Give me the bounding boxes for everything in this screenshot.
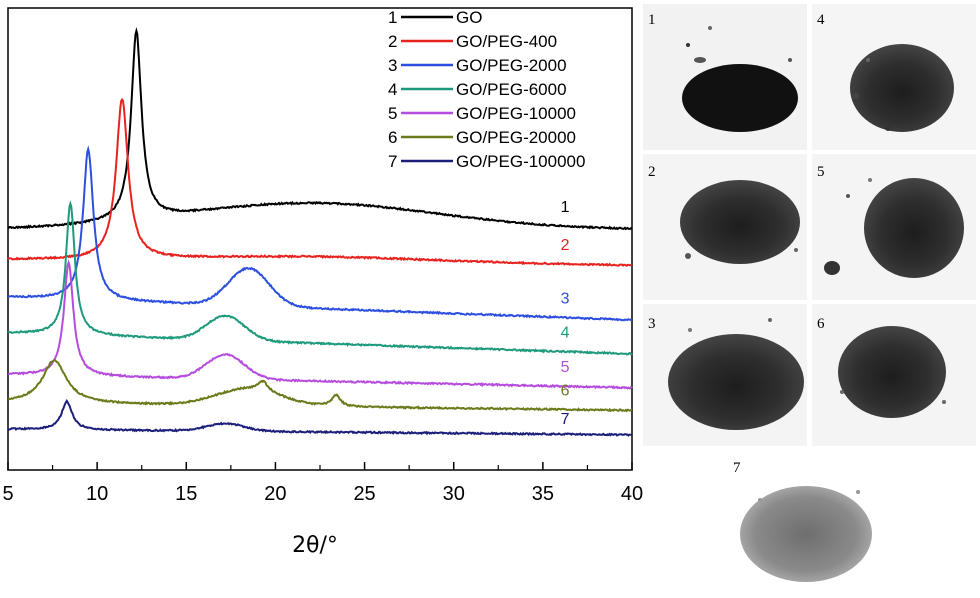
series-line-6 (7, 359, 633, 413)
x-tick-label: 10 (86, 483, 108, 505)
series-line-4 (7, 200, 633, 356)
legend: 1 GO 2 GO/PEG-400 3 GO/PEG-2000 4 GO/PEG-6000 5 G… (388, 8, 585, 171)
xrd-curves (7, 26, 633, 437)
photo-7: 7 (724, 452, 900, 594)
series-line-5 (7, 259, 633, 390)
x-tick-label: 15 (175, 483, 197, 505)
legend-number-5: 5 (388, 104, 397, 123)
legend-number-3: 3 (388, 56, 397, 75)
photo-6-number: 6 (817, 316, 825, 332)
photo-3: 3 (643, 304, 807, 446)
curve-label-7: 7 (561, 411, 570, 428)
photo-1-number: 1 (648, 12, 656, 28)
curve-label-3: 3 (561, 290, 570, 307)
photo-3-number: 3 (648, 316, 656, 332)
x-tick-label: 25 (353, 483, 375, 505)
photo-1: 1 (643, 4, 807, 150)
legend-label-5: GO/PEG-10000 (456, 104, 576, 123)
x-axis-ticks: 5 10 15 20 25 30 35 40 (2, 462, 643, 505)
series-line-2 (7, 97, 633, 268)
photo-2-number: 2 (648, 164, 656, 180)
curve-label-1: 1 (561, 199, 570, 216)
x-tick-label: 5 (2, 483, 13, 505)
photo-6: 6 (812, 304, 976, 446)
photo-5: 5 (812, 154, 976, 300)
x-tick-label: 20 (264, 483, 286, 505)
x-axis-title: 2θ/° (292, 533, 338, 558)
photo-4-number: 4 (817, 12, 825, 28)
legend-number-4: 4 (388, 80, 397, 99)
photo-panels: 1 4 2 5 (643, 4, 976, 594)
legend-number-6: 6 (388, 128, 397, 147)
legend-label-4: GO/PEG-6000 (456, 80, 567, 99)
legend-number-7: 7 (388, 152, 397, 171)
curve-label-2: 2 (561, 237, 570, 254)
curve-label-6: 6 (561, 382, 570, 399)
series-line-7 (7, 399, 633, 437)
curve-labels: 1 2 3 4 5 6 7 (561, 199, 570, 428)
legend-label-7: GO/PEG-100000 (456, 152, 585, 171)
x-tick-label: 35 (532, 483, 554, 505)
legend-label-3: GO/PEG-2000 (456, 56, 567, 75)
photo-7-number: 7 (733, 460, 741, 476)
series-line-3 (7, 145, 632, 322)
x-tick-label: 40 (621, 483, 643, 505)
legend-label-2: GO/PEG-400 (456, 32, 557, 51)
curve-label-5: 5 (561, 359, 570, 376)
photo-4: 4 (812, 4, 976, 150)
curve-label-4: 4 (561, 324, 570, 341)
legend-number-2: 2 (388, 32, 397, 51)
legend-number-1: 1 (388, 8, 397, 27)
legend-label-1: GO (456, 8, 482, 27)
photo-2: 2 (643, 154, 807, 300)
legend-label-6: GO/PEG-20000 (456, 128, 576, 147)
x-tick-label: 30 (443, 483, 465, 505)
photo-5-number: 5 (817, 164, 825, 180)
